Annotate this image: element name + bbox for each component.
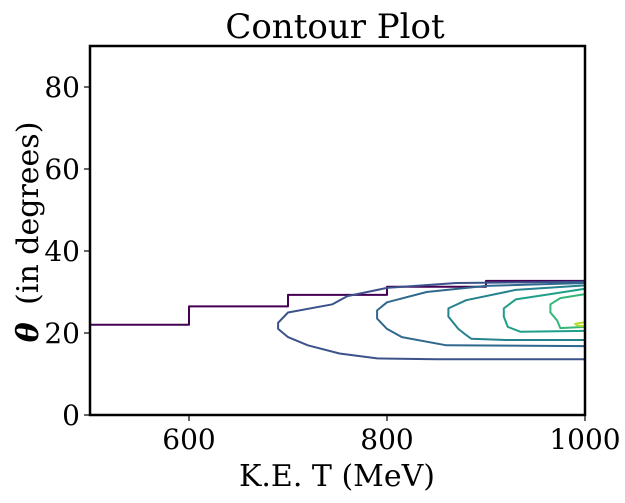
y-tick-label-80: 80 xyxy=(44,71,80,104)
y-axis: 0 20 40 60 80 xyxy=(44,71,90,432)
y-tick-label-0: 0 xyxy=(62,399,80,432)
plot-frame xyxy=(88,44,587,417)
contour-lines xyxy=(89,279,586,361)
y-tick-label-20: 20 xyxy=(44,317,80,350)
y-tick-label-40: 40 xyxy=(44,235,80,268)
x-axis: 600 800 1000 xyxy=(162,415,621,456)
x-tick-label-1000: 1000 xyxy=(549,423,620,456)
contour-line-6 xyxy=(549,293,586,330)
chart-title: Contour Plot xyxy=(225,7,445,47)
contour-line-5 xyxy=(502,287,586,333)
x-axis-label: K.E. T (MeV) xyxy=(239,459,435,494)
x-tick-label-600: 600 xyxy=(162,423,215,456)
contour-line-2 xyxy=(277,280,586,361)
y-axis-label-symbol: θ xyxy=(11,322,46,342)
y-tick-label-60: 60 xyxy=(44,153,80,186)
y-axis-label-text: (in degrees) xyxy=(11,122,46,305)
contour-line-7 xyxy=(574,321,586,328)
y-axis-label: θ (in degrees) xyxy=(11,122,46,343)
contour-line-4 xyxy=(447,284,586,341)
contour-line-3 xyxy=(376,282,586,348)
x-tick-label-800: 800 xyxy=(360,423,413,456)
contour-line-1 xyxy=(89,279,586,326)
